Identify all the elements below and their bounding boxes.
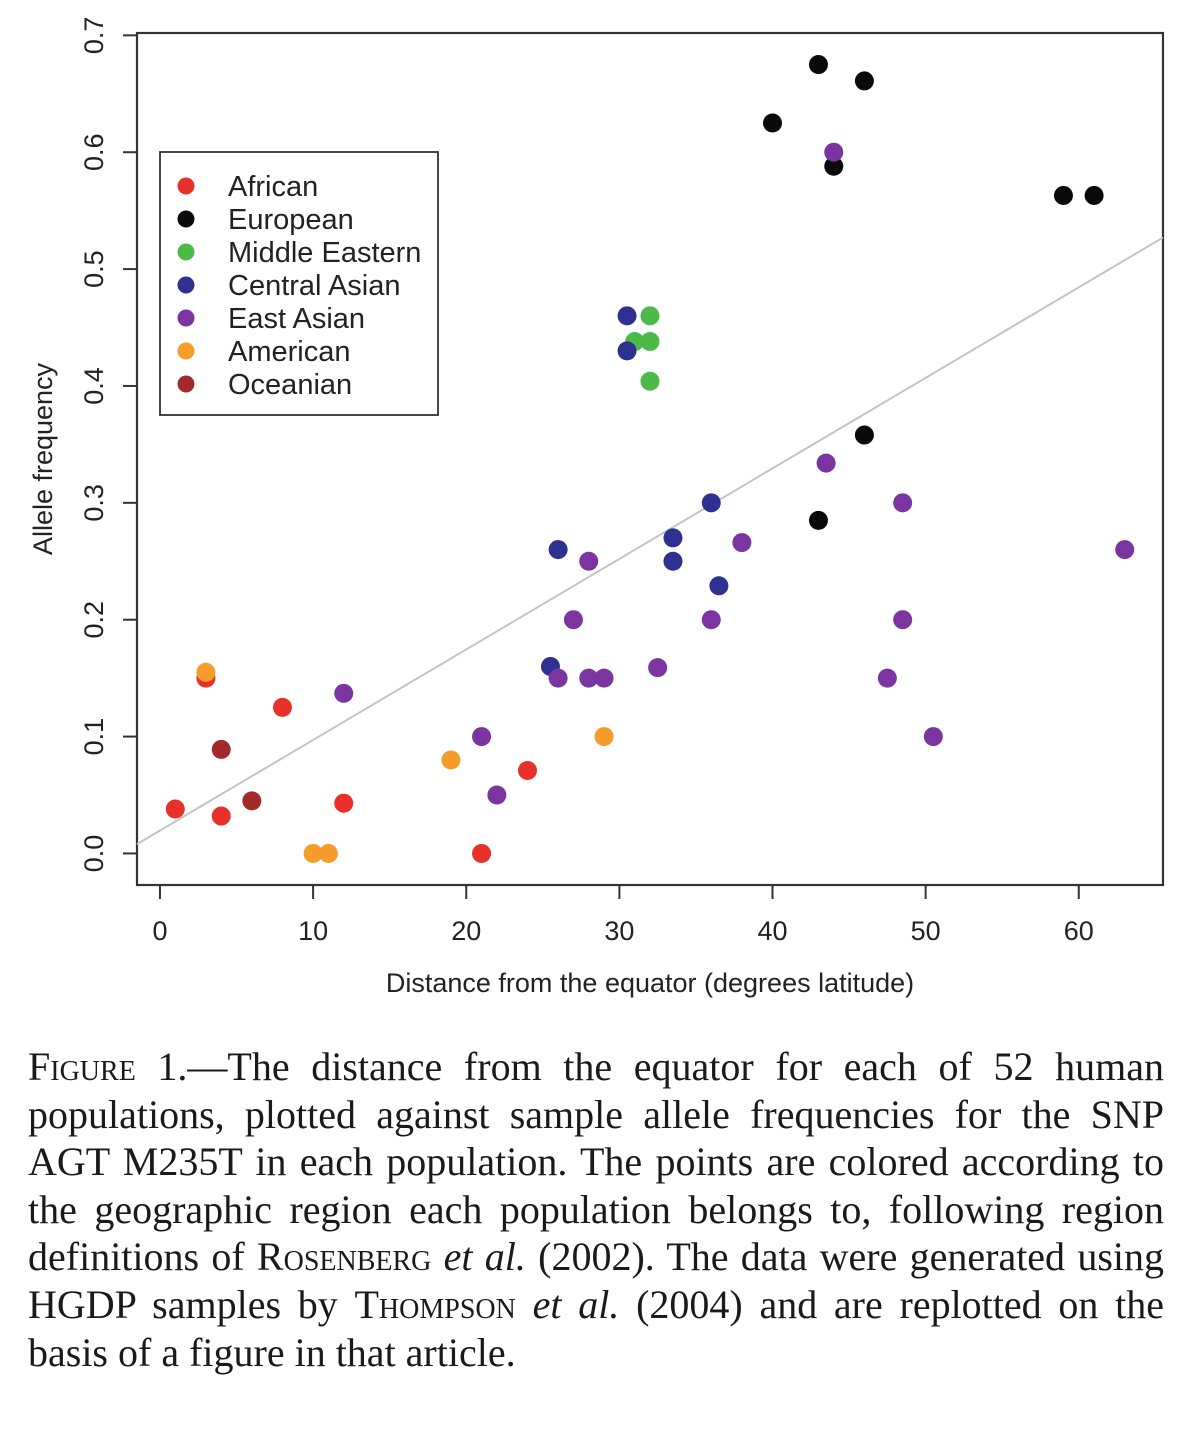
data-point	[487, 785, 507, 805]
data-point	[640, 332, 660, 352]
figure-caption: Figure 1.—The distance from the equator …	[28, 1043, 1164, 1376]
data-point	[303, 843, 323, 863]
data-point	[701, 493, 721, 513]
data-point	[1115, 540, 1135, 560]
data-point	[196, 662, 216, 682]
data-point	[563, 610, 583, 630]
trend-line	[136, 236, 1164, 845]
legend-marker	[177, 243, 195, 261]
data-point	[272, 697, 292, 717]
y-tick-label: 0.4	[79, 367, 109, 405]
legend-marker	[177, 342, 195, 360]
figure-label: Figure 1.	[28, 1044, 188, 1089]
x-tick-label: 60	[1064, 916, 1094, 946]
legend-label: American	[228, 336, 351, 368]
caption-text-1: —The distance from the equator for each …	[28, 1044, 1164, 1280]
data-point	[594, 668, 614, 688]
data-point	[640, 371, 660, 391]
caption-etal-2: et al.	[532, 1281, 620, 1327]
x-tick-label: 40	[757, 916, 787, 946]
legend-marker	[177, 309, 195, 327]
data-point	[663, 528, 683, 548]
caption-author-2: Thompson	[354, 1281, 516, 1327]
data-point	[242, 791, 262, 811]
data-point	[824, 142, 844, 162]
caption-text-2: (2002). The data were generated using HG…	[28, 1234, 1164, 1327]
data-point	[824, 156, 844, 176]
legend-marker	[177, 210, 195, 228]
x-tick-label: 10	[298, 916, 328, 946]
data-point	[211, 739, 231, 759]
data-point	[472, 727, 492, 747]
data-point	[854, 425, 874, 445]
caption-author-1: Rosenberg	[256, 1234, 432, 1280]
data-point	[548, 668, 568, 688]
data-point	[617, 306, 637, 326]
data-point	[334, 793, 354, 813]
x-axis: 0 10 20 30 40 50 60	[152, 885, 1094, 946]
y-tick-label: 0.7	[79, 17, 109, 55]
data-point	[808, 510, 828, 530]
y-tick-label: 0.2	[79, 601, 109, 639]
data-point	[517, 760, 537, 780]
data-point	[816, 453, 836, 473]
legend-label: East Asian	[228, 303, 365, 335]
y-axis: 0.0 0.1 0.2 0.3 0.4 0.5 0.6 0.7	[79, 17, 137, 873]
data-point	[211, 806, 231, 826]
data-point	[663, 551, 683, 571]
data-point	[472, 843, 492, 863]
data-point	[617, 341, 637, 361]
y-axis-title: Allele frequency	[28, 362, 58, 555]
x-tick-label: 0	[152, 916, 167, 946]
data-point	[648, 658, 668, 678]
x-tick-label: 50	[911, 916, 941, 946]
data-point	[165, 799, 185, 819]
data-point	[1053, 185, 1073, 205]
x-tick-label: 30	[604, 916, 634, 946]
data-point	[594, 727, 614, 747]
legend-marker	[177, 375, 195, 393]
y-tick-label: 0.1	[79, 718, 109, 756]
data-point	[1084, 185, 1104, 205]
data-point	[579, 668, 599, 688]
data-point	[318, 843, 338, 863]
data-point	[808, 55, 828, 75]
y-tick-label: 0.6	[79, 133, 109, 171]
data-point	[548, 540, 568, 560]
x-axis-title: Distance from the equator (degrees latit…	[386, 968, 914, 998]
data-point	[923, 727, 943, 747]
legend-label: African	[228, 171, 318, 203]
legend-marker	[177, 177, 195, 195]
data-point	[763, 113, 783, 133]
y-tick-label: 0.0	[79, 835, 109, 873]
data-point	[334, 683, 354, 703]
caption-etal-1: et al.	[443, 1234, 526, 1280]
data-point	[877, 668, 897, 688]
data-point	[732, 533, 752, 553]
y-tick-label: 0.3	[79, 484, 109, 522]
legend-marker	[177, 276, 195, 294]
data-point	[709, 576, 729, 596]
data-points	[165, 55, 1135, 863]
legend-box	[159, 151, 439, 416]
data-point	[579, 551, 599, 571]
legend-label: Middle Eastern	[228, 237, 421, 269]
legend-label: Central Asian	[228, 270, 401, 302]
legend-label: European	[228, 204, 354, 236]
x-tick-label: 20	[451, 916, 481, 946]
data-point	[640, 306, 660, 326]
y-tick-label: 0.5	[79, 250, 109, 288]
data-point	[893, 493, 913, 513]
data-point	[441, 750, 461, 770]
scatter-chart: 0 10 20 30 40 50 60 0.0 0.1 0.2 0.3 0.4 0.5 0.6 0.7 D…	[28, 17, 1165, 998]
data-point	[854, 71, 874, 91]
legend-label: Oceanian	[228, 369, 352, 401]
data-point	[893, 610, 913, 630]
plot-frame	[135, 31, 1165, 887]
caption-text-3: (2004) and are replotted on the basis of…	[28, 1281, 1165, 1375]
data-point	[701, 610, 721, 630]
